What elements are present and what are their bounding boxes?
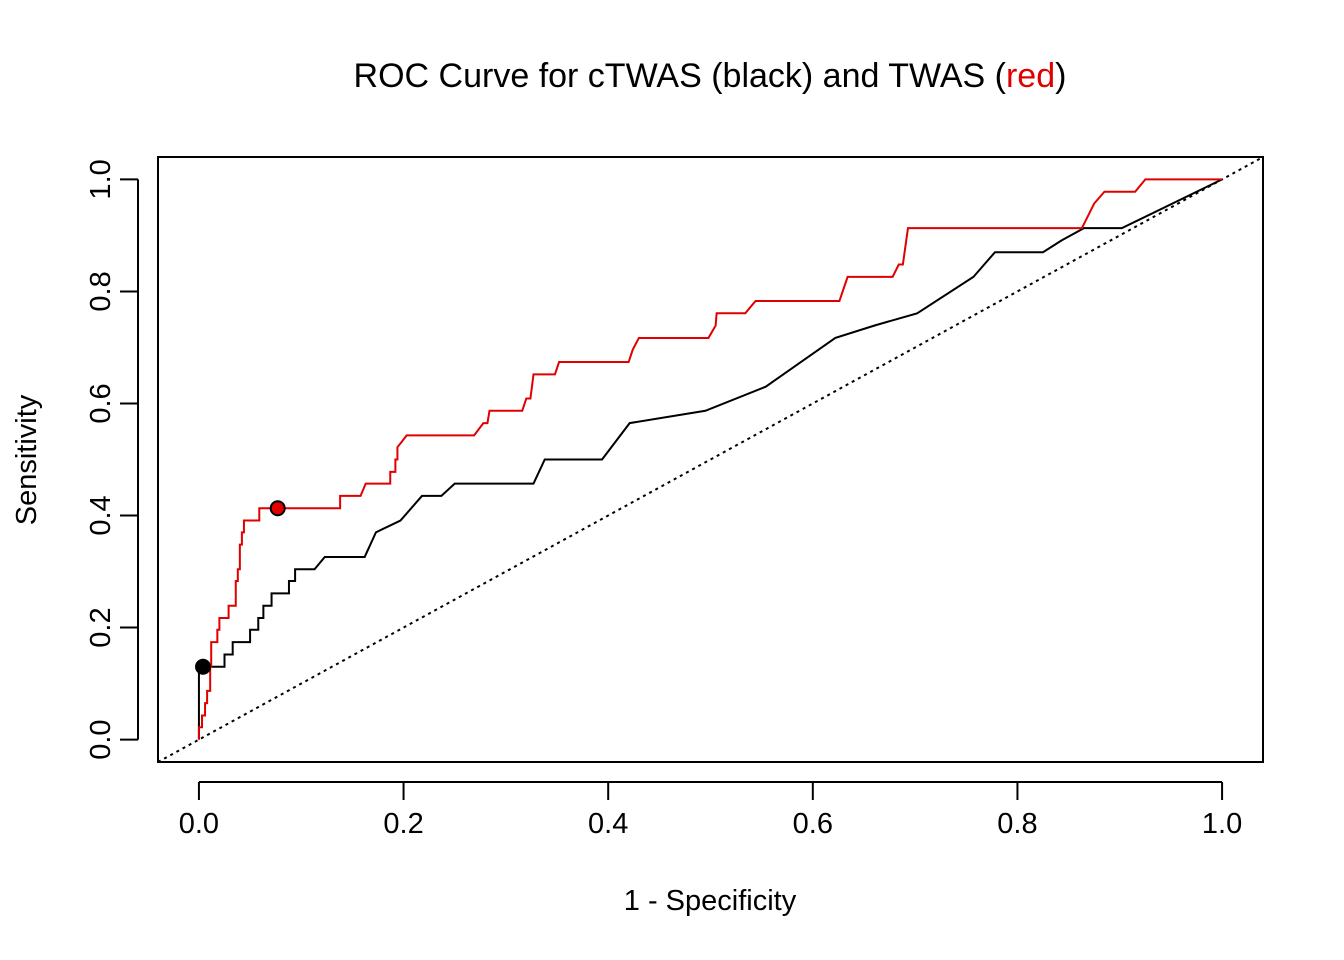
x-tick-label: 0.6 <box>793 808 833 840</box>
x-tick-label: 0.0 <box>179 808 219 840</box>
x-tick-label: 0.4 <box>588 808 628 840</box>
y-axis: 0.0 0.2 0.4 0.6 0.8 1.0 <box>85 159 139 760</box>
marker-point-black <box>195 658 212 675</box>
marker-point-red <box>269 500 286 517</box>
x-tick-label: 0.2 <box>383 808 423 840</box>
y-tick-label: 0.4 <box>85 495 117 535</box>
y-tick-label: 0.6 <box>85 383 117 423</box>
x-tick-label: 0.8 <box>997 808 1037 840</box>
series-layer <box>195 178 1223 740</box>
y-tick-label: 1.0 <box>85 159 117 199</box>
plot-frame <box>157 156 1264 763</box>
chart-title-part-1: ROC Curve for cTWAS (black) and TWAS ( <box>354 57 1007 95</box>
x-axis-label: 1 - Specificity <box>624 885 797 917</box>
y-tick-label: 0.2 <box>85 607 117 647</box>
chart-title-part-2: red <box>1006 57 1055 95</box>
y-axis-label: Sensitivity <box>11 394 43 525</box>
chart-title-part-3: ) <box>1055 57 1066 95</box>
reference-diagonal-line <box>157 156 1264 763</box>
x-axis: 0.0 0.2 0.4 0.6 0.8 1.0 <box>179 781 1242 840</box>
series-line-black <box>197 178 1223 740</box>
y-tick-label: 0.0 <box>85 719 117 759</box>
chart-title: ROC Curve for cTWAS (black) and TWAS (re… <box>354 57 1067 95</box>
x-tick-label: 1.0 <box>1202 808 1242 840</box>
series-line-red <box>197 178 1223 740</box>
y-tick-label: 0.8 <box>85 271 117 311</box>
